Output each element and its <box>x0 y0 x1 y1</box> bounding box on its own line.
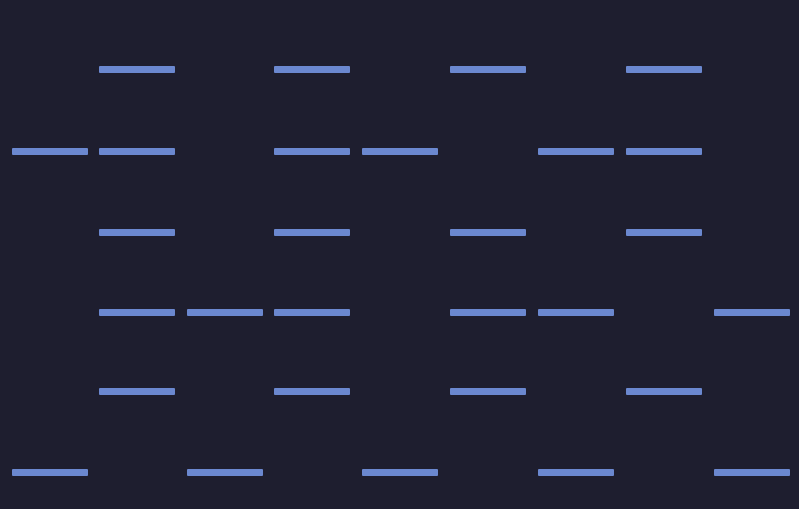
bar-r1-c3 <box>274 148 350 155</box>
bar-r1-c0 <box>12 148 88 155</box>
bar-r2-c1 <box>99 229 175 236</box>
bar-r3-c8 <box>714 309 790 316</box>
bar-r5-c4 <box>362 469 438 476</box>
bar-r2-c5 <box>450 229 526 236</box>
bar-r0-c7 <box>626 66 702 73</box>
bar-r2-c7 <box>626 229 702 236</box>
bar-r0-c5 <box>450 66 526 73</box>
bar-r0-c1 <box>99 66 175 73</box>
bar-r5-c0 <box>12 469 88 476</box>
bar-r4-c7 <box>626 388 702 395</box>
bar-r4-c3 <box>274 388 350 395</box>
bar-r3-c5 <box>450 309 526 316</box>
bar-r3-c3 <box>274 309 350 316</box>
bar-r3-c2 <box>187 309 263 316</box>
bar-r1-c1 <box>99 148 175 155</box>
bar-r5-c6 <box>538 469 614 476</box>
bar-r3-c1 <box>99 309 175 316</box>
bar-r3-c6 <box>538 309 614 316</box>
bar-r2-c3 <box>274 229 350 236</box>
bar-r5-c2 <box>187 469 263 476</box>
bar-r4-c5 <box>450 388 526 395</box>
bar-r5-c8 <box>714 469 790 476</box>
bar-r1-c7 <box>626 148 702 155</box>
bar-r0-c3 <box>274 66 350 73</box>
bar-r4-c1 <box>99 388 175 395</box>
bar-r1-c4 <box>362 148 438 155</box>
bar-r1-c6 <box>538 148 614 155</box>
